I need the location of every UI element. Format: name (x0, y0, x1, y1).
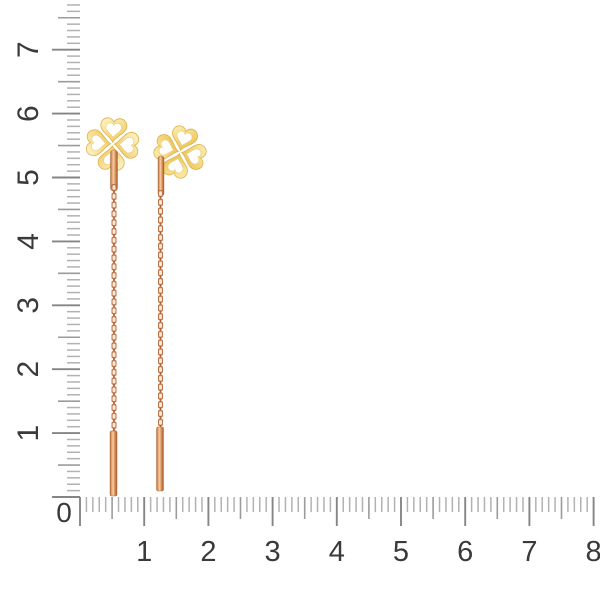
vertical-ruler-number: 4 (12, 233, 45, 250)
horizontal-ruler-number: 8 (586, 536, 600, 568)
heart-cutout (167, 157, 184, 174)
horizontal-ruler-number: 5 (393, 536, 409, 568)
threader-chain (111, 184, 117, 433)
vertical-ruler-number: 6 (12, 105, 45, 122)
horizontal-ruler-number: 7 (521, 536, 537, 568)
threader-chain (158, 190, 163, 428)
vertical-ruler-number: 1 (12, 425, 45, 442)
ruler-origin-label: 0 (56, 497, 72, 528)
clover-charm (153, 125, 207, 179)
right-earring (153, 125, 207, 492)
threader-bar (109, 430, 118, 497)
heart-cutout (118, 137, 134, 154)
heart-cutout (176, 130, 193, 147)
horizontal-ruler-number: 3 (265, 536, 281, 568)
horizontal-ruler-number: 6 (457, 536, 473, 568)
vertical-ruler-number: 7 (12, 41, 45, 58)
threader-bar (156, 426, 164, 492)
left-earring (85, 117, 140, 497)
vertical-ruler: 1 2 3 4 5 6 7 (12, 4, 80, 498)
heart-cutout (158, 139, 175, 156)
heart-cutout (105, 122, 122, 139)
horizontal-ruler-number: 2 (200, 536, 216, 568)
vertical-ruler-number: 3 (12, 297, 45, 314)
vertical-ruler-number: 2 (12, 361, 45, 378)
horizontal-ruler-number: 4 (329, 536, 345, 568)
horizontal-ruler: 1 2 3 4 5 6 7 8 (79, 497, 600, 568)
heart-cutout (91, 134, 107, 151)
vertical-ruler-number: 5 (12, 169, 45, 186)
heart-cutout (185, 148, 202, 165)
horizontal-ruler-number: 1 (136, 536, 152, 568)
